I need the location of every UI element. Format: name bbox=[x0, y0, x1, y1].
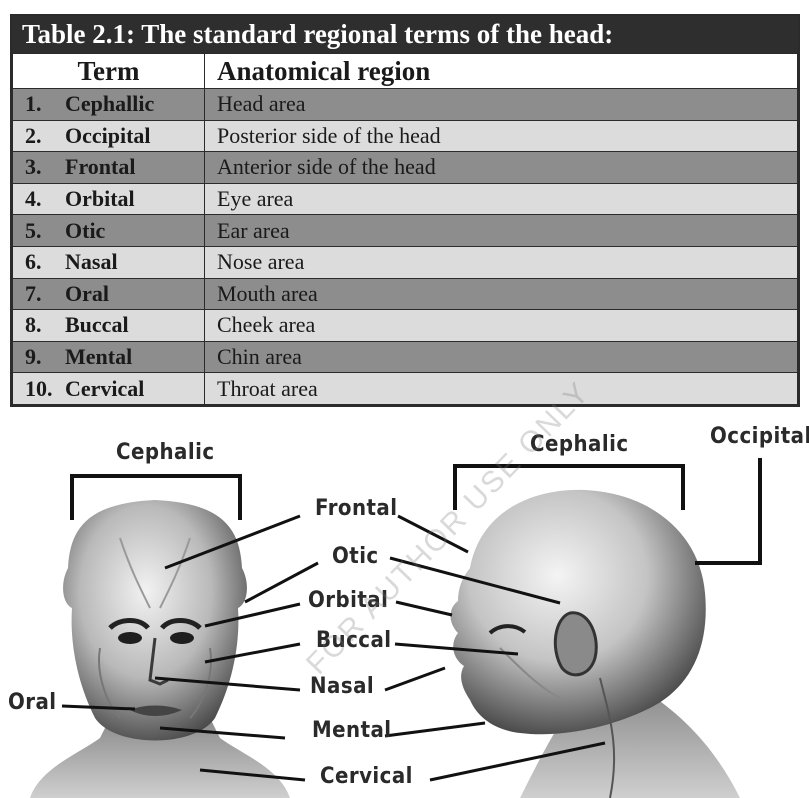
term-cell: 3. Frontal bbox=[12, 151, 205, 184]
term-name: Nasal bbox=[65, 249, 118, 275]
row-number: 4. bbox=[25, 186, 42, 212]
label-orbital: Orbital bbox=[308, 588, 389, 613]
regional-terms-table: Table 2.1: The standard regional terms o… bbox=[10, 14, 800, 407]
label-cervical: Cervical bbox=[320, 764, 413, 789]
region-cell: Head area bbox=[204, 88, 798, 121]
row-number: 7. bbox=[25, 280, 42, 306]
table-row: 1. Cephallic Head area bbox=[12, 88, 798, 121]
nasal-right-leader bbox=[384, 666, 446, 692]
term-name: Orbital bbox=[65, 186, 135, 212]
row-number: 5. bbox=[25, 217, 42, 243]
cervical-right-leader bbox=[429, 741, 606, 782]
buccal-right-leader bbox=[394, 642, 519, 656]
table-row: 7. Oral Mouth area bbox=[12, 277, 798, 311]
term-name: Mental bbox=[65, 344, 133, 370]
table-row: 9. Mental Chin area bbox=[12, 340, 798, 374]
term-cell: 4. Orbital bbox=[12, 182, 205, 216]
table-row: 6. Nasal Nose area bbox=[12, 245, 798, 279]
cephalic-bracket-right bbox=[453, 464, 685, 510]
region-cell: Throat area bbox=[204, 372, 798, 405]
table-row: 2. Occipital Posterior side of the head bbox=[12, 119, 798, 153]
term-cell: 10. Cervical bbox=[12, 372, 205, 405]
otic-right-leader bbox=[389, 556, 561, 605]
head-regions-figure: Cephalic Cephalic Occipital Frontal Otic… bbox=[0, 376, 809, 798]
table-row: 4. Orbital Eye area bbox=[12, 182, 798, 216]
row-number: 10. bbox=[25, 375, 53, 401]
table-row: 8. Buccal Cheek area bbox=[12, 309, 798, 342]
term-name: Buccal bbox=[65, 312, 129, 338]
front-head bbox=[30, 500, 290, 798]
label-oral: Oral bbox=[8, 690, 57, 715]
frontal-right-leader bbox=[397, 514, 469, 554]
cervical-left-leader bbox=[199, 768, 306, 782]
term-cell: 2. Occipital bbox=[12, 119, 205, 153]
row-number: 8. bbox=[25, 312, 42, 338]
mental-right-leader bbox=[384, 721, 486, 738]
orbital-right-leader bbox=[395, 600, 453, 617]
side-head bbox=[450, 489, 740, 798]
term-cell: 9. Mental bbox=[12, 340, 205, 374]
label-occipital: Occipital bbox=[710, 424, 809, 449]
table-row: 5. Otic Ear area bbox=[12, 214, 798, 247]
cephalic-bracket-left bbox=[70, 474, 242, 520]
row-number: 2. bbox=[25, 122, 42, 148]
region-cell: Mouth area bbox=[204, 277, 798, 311]
mental-left-leader bbox=[159, 726, 286, 740]
region-cell: Cheek area bbox=[204, 309, 798, 342]
row-number: 6. bbox=[25, 249, 42, 275]
orbital-left-leader bbox=[204, 602, 301, 628]
row-number: 1. bbox=[25, 91, 42, 117]
nasal-left-leader bbox=[154, 676, 301, 692]
occipital-bracket bbox=[695, 458, 762, 565]
label-frontal: Frontal bbox=[315, 496, 398, 521]
oral-leader bbox=[61, 704, 136, 711]
term-cell: 6. Nasal bbox=[12, 245, 205, 279]
label-buccal: Buccal bbox=[316, 628, 392, 653]
table-row: 10. Cervical Throat area bbox=[12, 372, 798, 405]
term-name: Oral bbox=[65, 280, 109, 306]
frontal-left-leader bbox=[164, 514, 301, 570]
header-row: Term Anatomical region bbox=[12, 53, 798, 89]
term-name: Cephallic bbox=[65, 91, 155, 117]
region-cell: Anterior side of the head bbox=[204, 151, 798, 184]
region-cell: Posterior side of the head bbox=[204, 119, 798, 153]
label-nasal: Nasal bbox=[310, 674, 375, 699]
terms-grid: Term Anatomical region 1. Cephallic Head … bbox=[12, 53, 798, 405]
label-mental: Mental bbox=[312, 718, 392, 743]
table-title: Table 2.1: The standard regional terms o… bbox=[12, 16, 798, 53]
head-illustration bbox=[30, 458, 762, 798]
region-cell: Eye area bbox=[204, 182, 798, 216]
term-cell: 1. Cephallic bbox=[12, 88, 205, 121]
region-cell: Ear area bbox=[204, 214, 798, 247]
term-cell: 8. Buccal bbox=[12, 309, 205, 342]
region-cell: Nose area bbox=[204, 245, 798, 279]
buccal-left-leader bbox=[204, 642, 301, 664]
row-number: 3. bbox=[25, 154, 42, 180]
table-row: 3. Frontal Anterior side of the head bbox=[12, 151, 798, 184]
term-cell: 5. Otic bbox=[12, 214, 205, 247]
region-column-header: Anatomical region bbox=[204, 53, 798, 89]
term-name: Cervical bbox=[65, 375, 145, 401]
term-name: Otic bbox=[65, 217, 106, 243]
term-name: Frontal bbox=[65, 154, 136, 180]
leader-lines bbox=[61, 514, 606, 782]
term-name: Occipital bbox=[65, 122, 151, 148]
label-cephalic-right: Cephalic bbox=[530, 432, 629, 457]
term-column-header: Term bbox=[12, 53, 205, 89]
term-cell: 7. Oral bbox=[12, 277, 205, 311]
region-cell: Chin area bbox=[204, 340, 798, 374]
otic-left-leader bbox=[244, 561, 319, 604]
label-cephalic-left: Cephalic bbox=[116, 440, 215, 465]
row-number: 9. bbox=[25, 344, 42, 370]
label-otic: Otic bbox=[332, 544, 379, 569]
